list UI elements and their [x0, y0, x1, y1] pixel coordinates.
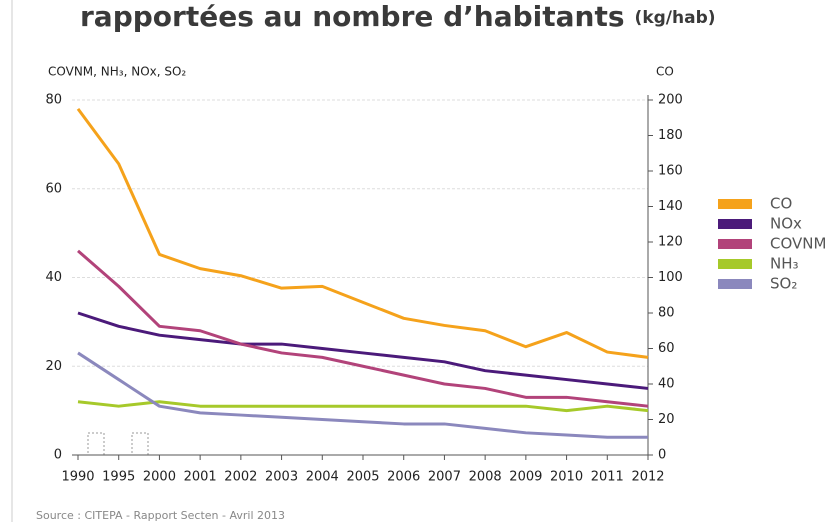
- x-tick-label: 2004: [306, 470, 339, 485]
- series-line: [77, 351, 648, 439]
- series-line: [76, 107, 649, 359]
- x-tick-label: 1995: [102, 470, 135, 485]
- legend-swatch: [718, 259, 752, 269]
- y-tick-label: 0: [54, 448, 62, 463]
- y-tick-label: 40: [45, 270, 62, 285]
- y-tick-label: 80: [45, 93, 62, 108]
- legend-label: COVNM: [770, 235, 826, 253]
- x-tick-label: 2007: [428, 470, 461, 485]
- x-tick-label: 2000: [143, 470, 176, 485]
- x-tick-label: 2008: [469, 470, 502, 485]
- chart-title: rapportées au nombre d’habitants: [80, 0, 625, 33]
- y2-tick-label: 0: [658, 448, 666, 463]
- y-tick-label: 60: [45, 181, 62, 196]
- y-tick-label: 20: [45, 359, 62, 374]
- x-tick-label: 2011: [591, 470, 624, 485]
- legend-label: NOx: [770, 215, 802, 233]
- x-tick-label: 2012: [631, 470, 664, 485]
- y2-tick-label: 60: [658, 341, 675, 356]
- x-tick-label: 2009: [509, 470, 542, 485]
- series-line: [77, 311, 649, 390]
- legend-label: CO: [770, 195, 792, 213]
- x-tick-label: 2005: [346, 470, 379, 485]
- x-tick-label: 2003: [265, 470, 298, 485]
- chart-title-group: rapportées au nombre d’habitants (kg/hab): [80, 0, 716, 33]
- y2-tick-label: 120: [658, 235, 683, 250]
- chart-subtitle: (kg/hab): [635, 8, 716, 28]
- y2-tick-label: 100: [658, 270, 683, 285]
- source: Source : CITEPA - Rapport Secten - Avril…: [36, 509, 285, 522]
- x-tick-label: 1990: [61, 470, 94, 485]
- y2-tick-label: 20: [658, 412, 675, 427]
- x-tick-label: 2010: [550, 470, 583, 485]
- series-line: [77, 249, 649, 408]
- hatch-marks: [87, 432, 149, 456]
- x-tick-label: 2001: [184, 470, 217, 485]
- x-tick-label: 2002: [224, 470, 257, 485]
- legend-swatch: [718, 199, 752, 209]
- legend-swatch: [718, 219, 752, 229]
- y2-tick-label: 200: [658, 93, 683, 108]
- legend-swatch: [718, 279, 752, 289]
- legend-label: NH₃: [770, 255, 799, 273]
- y2-tick-label: 160: [658, 164, 683, 179]
- legend-label: SO₂: [770, 275, 797, 293]
- y2-axis-label: CO: [656, 65, 674, 79]
- y2-tick-label: 140: [658, 199, 683, 214]
- y-axis-label: COVNM, NH₃, NOx, SO₂: [48, 65, 186, 79]
- y2-tick-label: 40: [658, 377, 675, 392]
- y2-tick-label: 80: [658, 306, 675, 321]
- series-line: [77, 400, 649, 413]
- y2-tick-label: 180: [658, 128, 683, 143]
- x-tick-label: 2006: [387, 470, 420, 485]
- legend-swatch: [718, 239, 752, 249]
